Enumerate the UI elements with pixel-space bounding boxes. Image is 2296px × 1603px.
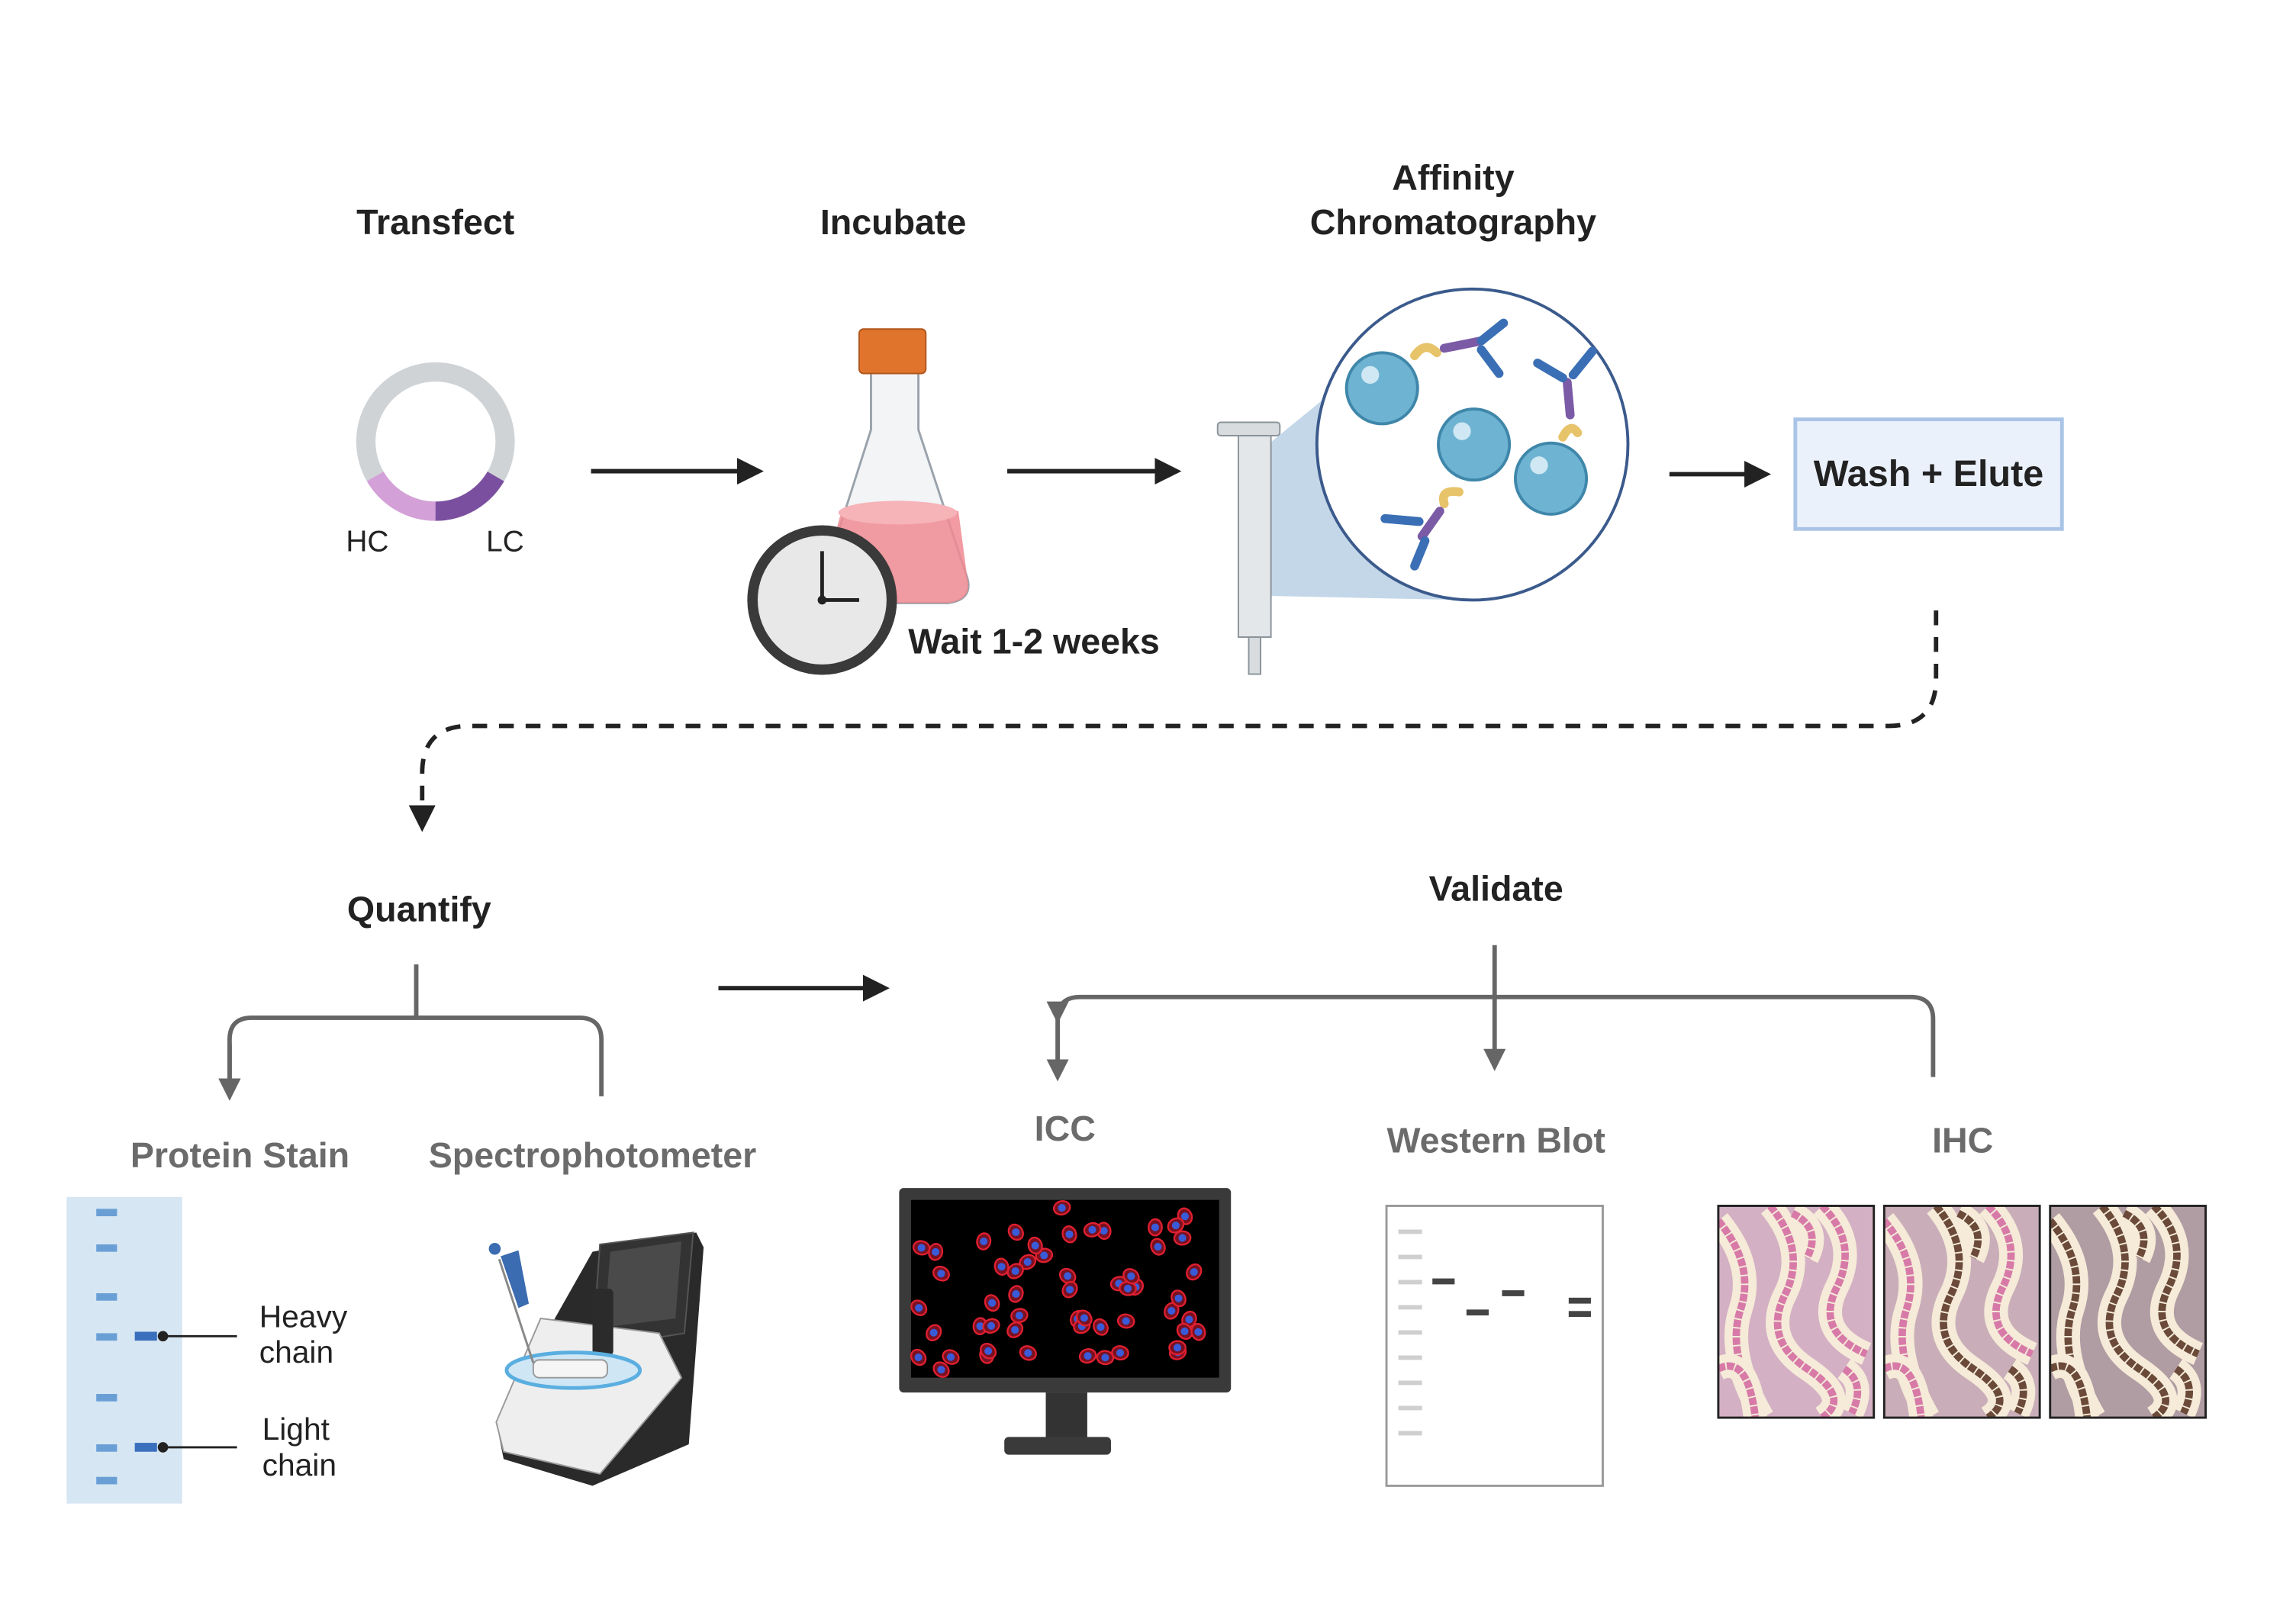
cell-icon (932, 1265, 950, 1282)
step-quantify-label: Quantify (347, 890, 491, 929)
cell-icon (982, 1318, 1000, 1334)
ladder-band (1398, 1431, 1422, 1436)
heavy-chain-label-line1: Heavy (259, 1299, 348, 1334)
cell-icon (1122, 1268, 1140, 1285)
step-transfect-label: Transfect (356, 202, 514, 242)
ladder-band (1398, 1305, 1422, 1310)
wash-elute-box: Wash + Elute (1793, 417, 2064, 531)
cell-icon (1173, 1230, 1192, 1246)
icc-monitor-icon (899, 1188, 1232, 1455)
cell-icon (932, 1361, 950, 1378)
affinity-resin-magnified-icon (1315, 287, 1630, 602)
cell-icon (910, 1348, 927, 1366)
ihc-panel-positive (2050, 1205, 2206, 1418)
ladder-band (1398, 1380, 1422, 1386)
step-incubate-label: Incubate (820, 202, 967, 242)
hc-label: HC (346, 525, 388, 558)
cell-icon (1058, 1267, 1077, 1284)
cell-icon (1027, 1236, 1043, 1255)
cell-icon (1111, 1345, 1129, 1361)
cell-icon (1171, 1289, 1187, 1308)
cell-icon (1116, 1313, 1135, 1329)
quantify-branch-lines (230, 964, 604, 1096)
step-affinity-label-line2: Chromatography (1310, 202, 1596, 242)
cell-icon (1078, 1348, 1097, 1364)
cell-icon (926, 1324, 942, 1341)
cell-icon (1190, 1323, 1206, 1341)
cell-icon (1061, 1225, 1077, 1244)
cell-icon (1119, 1280, 1137, 1296)
cell-icon (910, 1299, 928, 1316)
ladder-band (1398, 1405, 1422, 1411)
ihc-panel-partial (1884, 1205, 2040, 1418)
ladder-band (1398, 1330, 1422, 1335)
validate-branch-lines (1058, 994, 1936, 1077)
wait-time-label: Wait 1-2 weeks (908, 621, 1160, 661)
cell-icon (1076, 1309, 1093, 1327)
icc-cell-image (910, 1199, 1206, 1378)
step-affinity-label-line1: Affinity (1392, 158, 1515, 198)
cell-icon (1096, 1350, 1115, 1366)
cell-icon (1006, 1321, 1024, 1338)
cell-icon (1052, 1199, 1071, 1216)
cell-icon (1008, 1285, 1024, 1303)
cell-icon (1168, 1340, 1187, 1356)
cell-icon (912, 1240, 931, 1256)
cell-icon (1176, 1322, 1193, 1341)
plasmid-icon (356, 362, 515, 521)
ladder-band (1398, 1280, 1422, 1285)
cell-icon (1006, 1263, 1024, 1280)
icc-label: ICC (1035, 1109, 1096, 1148)
heavy-chain-label-line2: chain (259, 1334, 333, 1370)
ihc-tissue-panels (1717, 1205, 2207, 1419)
cell-icon (1150, 1238, 1166, 1256)
cell-icon (980, 1342, 997, 1360)
ihc-panel-negative (1718, 1205, 1874, 1418)
clock-icon (747, 525, 897, 675)
spectrophotometer-label: Spectrophotometer (429, 1135, 757, 1175)
cell-icon (993, 1257, 1010, 1276)
cell-icon (1186, 1263, 1203, 1281)
lc-label: LC (486, 525, 524, 558)
ladder-band (1398, 1254, 1422, 1260)
cell-icon (1148, 1218, 1163, 1237)
cell-icon (1083, 1222, 1102, 1238)
light-chain-label-line1: Light (262, 1411, 330, 1447)
light-chain-label-line2: chain (262, 1447, 337, 1482)
ihc-label: IHC (1932, 1121, 1993, 1160)
cell-icon (1093, 1318, 1109, 1336)
cell-icon (1019, 1345, 1037, 1361)
cell-icon (976, 1232, 992, 1251)
cell-icon (984, 1294, 1000, 1312)
ladder-band (1398, 1229, 1422, 1234)
western-blot-membrane-icon (1385, 1205, 1604, 1487)
cell-icon (1010, 1308, 1029, 1324)
cell-icon (1061, 1280, 1078, 1299)
protein-gel-icon (66, 1196, 237, 1504)
wash-elute-label: Wash + Elute (1814, 453, 2044, 494)
cell-icon (1007, 1223, 1024, 1241)
protein-stain-label: Protein Stain (130, 1135, 349, 1175)
spectrophotometer-icon (488, 1231, 704, 1486)
cell-icon (1096, 1222, 1112, 1241)
ladder-band (1398, 1355, 1422, 1360)
step-validate-label: Validate (1429, 869, 1563, 909)
western-blot-label: Western Blot (1387, 1121, 1605, 1160)
cell-icon (942, 1349, 960, 1365)
dashed-connector-arrow (408, 610, 1939, 832)
